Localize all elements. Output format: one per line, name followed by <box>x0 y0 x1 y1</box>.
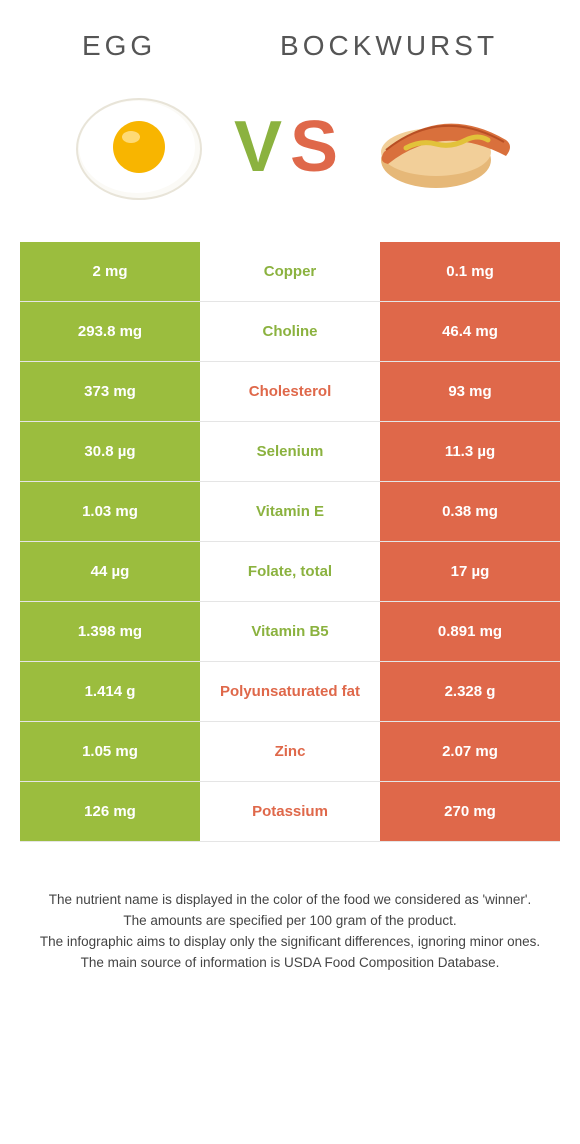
footnote-line: The nutrient name is displayed in the co… <box>30 890 550 911</box>
left-value-cell: 293.8 mg <box>20 302 200 361</box>
table-row: 1.414 gPolyunsaturated fat2.328 g <box>20 662 560 722</box>
footnote-line: The infographic aims to display only the… <box>30 932 550 953</box>
right-value-cell: 270 mg <box>380 782 560 841</box>
nutrient-label: Cholesterol <box>200 362 380 421</box>
left-value-cell: 2 mg <box>20 242 200 301</box>
right-value-cell: 2.07 mg <box>380 722 560 781</box>
table-row: 293.8 mgCholine46.4 mg <box>20 302 560 362</box>
nutrient-label: Folate, total <box>200 542 380 601</box>
footnote-line: The amounts are specified per 100 gram o… <box>30 911 550 932</box>
left-value-cell: 1.398 mg <box>20 602 200 661</box>
right-value-cell: 46.4 mg <box>380 302 560 361</box>
left-value-cell: 1.414 g <box>20 662 200 721</box>
right-food-title: Bockwurst <box>280 30 498 62</box>
left-value-cell: 126 mg <box>20 782 200 841</box>
table-row: 44 µgFolate, total17 µg <box>20 542 560 602</box>
nutrient-label: Potassium <box>200 782 380 841</box>
vs-row: VS <box>0 72 580 232</box>
left-food-title: Egg <box>82 30 156 62</box>
egg-image <box>64 82 214 212</box>
bockwurst-image <box>366 82 516 212</box>
left-value-cell: 30.8 µg <box>20 422 200 481</box>
header: Egg Bockwurst <box>0 0 580 72</box>
left-value-cell: 44 µg <box>20 542 200 601</box>
comparison-table: 2 mgCopper0.1 mg293.8 mgCholine46.4 mg37… <box>20 242 560 842</box>
table-row: 1.05 mgZinc2.07 mg <box>20 722 560 782</box>
left-value-cell: 1.03 mg <box>20 482 200 541</box>
vs-letter-v: V <box>234 107 290 187</box>
nutrient-label: Choline <box>200 302 380 361</box>
vs-label: VS <box>234 106 346 188</box>
right-value-cell: 11.3 µg <box>380 422 560 481</box>
fried-egg-icon <box>69 87 209 207</box>
left-value-cell: 373 mg <box>20 362 200 421</box>
table-row: 126 mgPotassium270 mg <box>20 782 560 842</box>
nutrient-label: Vitamin B5 <box>200 602 380 661</box>
table-row: 30.8 µgSelenium11.3 µg <box>20 422 560 482</box>
footnote-line: The main source of information is USDA F… <box>30 953 550 974</box>
hotdog-icon <box>366 92 516 202</box>
table-row: 373 mgCholesterol93 mg <box>20 362 560 422</box>
footnotes: The nutrient name is displayed in the co… <box>0 850 580 994</box>
right-value-cell: 17 µg <box>380 542 560 601</box>
left-value-cell: 1.05 mg <box>20 722 200 781</box>
nutrient-label: Selenium <box>200 422 380 481</box>
table-row: 1.398 mgVitamin B50.891 mg <box>20 602 560 662</box>
nutrient-label: Vitamin E <box>200 482 380 541</box>
nutrient-label: Polyunsaturated fat <box>200 662 380 721</box>
nutrient-label: Copper <box>200 242 380 301</box>
table-row: 2 mgCopper0.1 mg <box>20 242 560 302</box>
nutrient-label: Zinc <box>200 722 380 781</box>
right-value-cell: 0.891 mg <box>380 602 560 661</box>
right-value-cell: 0.1 mg <box>380 242 560 301</box>
table-row: 1.03 mgVitamin E0.38 mg <box>20 482 560 542</box>
right-value-cell: 0.38 mg <box>380 482 560 541</box>
right-value-cell: 93 mg <box>380 362 560 421</box>
vs-letter-s: S <box>290 107 346 187</box>
right-value-cell: 2.328 g <box>380 662 560 721</box>
